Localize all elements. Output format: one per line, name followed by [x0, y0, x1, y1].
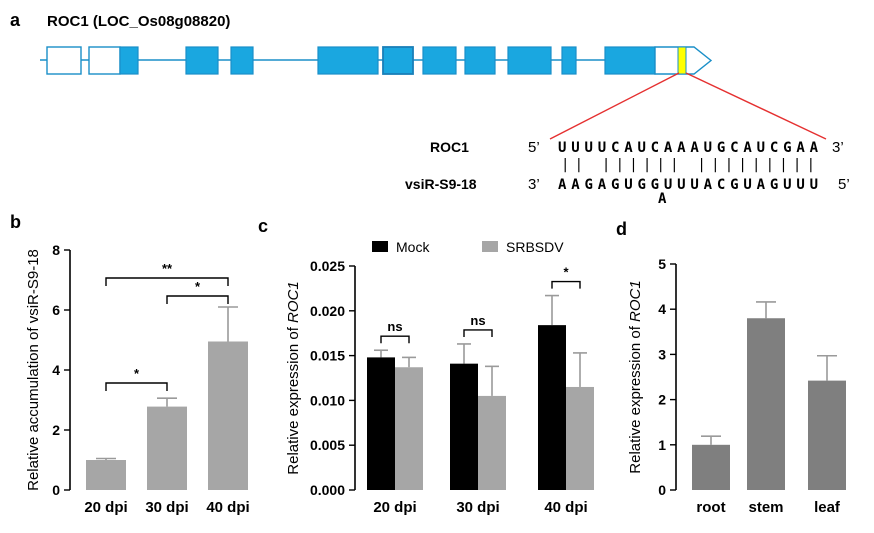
x-tick-label: root	[696, 499, 725, 516]
significance-label: *	[134, 366, 140, 381]
legend-swatch-mock	[372, 241, 388, 252]
y-tick-label: 3	[658, 346, 666, 362]
x-tick-label: 20 dpi	[84, 499, 127, 516]
x-tick-label: 30 dpi	[145, 499, 188, 516]
utr-box-2	[88, 46, 121, 75]
bar-srbsdv	[395, 367, 423, 490]
y-tick-label: 0.005	[310, 437, 345, 453]
x-tick-label: 40 dpi	[206, 499, 249, 516]
bar	[86, 460, 126, 490]
exon-6	[422, 46, 457, 75]
roc1-sequence: UUUUCAUCAAAUGCAUCGAA	[558, 140, 819, 156]
significance-label: **	[162, 261, 173, 276]
target-site	[677, 46, 687, 75]
x-tick-label: leaf	[814, 499, 841, 516]
x-tick-label: 30 dpi	[456, 499, 499, 516]
exon-1	[119, 46, 139, 75]
bar	[808, 380, 846, 490]
x-tick-label: 20 dpi	[373, 499, 416, 516]
bar-srbsdv	[566, 386, 594, 490]
y-tick-label: 8	[52, 242, 60, 258]
bar	[147, 406, 187, 490]
y-tick-label: 0	[52, 482, 60, 498]
gene-structure	[40, 46, 713, 75]
significance-bracket	[463, 329, 493, 337]
gene-title: ROC1 (LOC_Os08g08820)	[47, 13, 230, 30]
pairing-lines: || |||||| |||||||||	[561, 157, 815, 173]
x-tick-label: 40 dpi	[544, 499, 587, 516]
y-tick-label: 0.010	[310, 392, 345, 408]
y-tick-label: 0	[658, 482, 666, 498]
link-line-right	[685, 72, 827, 140]
y-tick-label: 2	[658, 392, 666, 408]
panel-a-letter: a	[10, 10, 21, 30]
chart-c: 0.000 0.005 0.010 0.015 0.020 0.025 20 dpi ns 30…	[285, 239, 594, 516]
y-tick-label: 4	[52, 362, 60, 378]
exon-7	[464, 46, 496, 75]
significance-label: *	[195, 279, 201, 294]
vsir-sequence: AAGAGUGGUUUACGUAGUUU	[558, 177, 818, 193]
y-axis-label: Relative accumulation of vsiR-S9-18	[25, 249, 42, 491]
exon-10	[604, 46, 656, 75]
y-axis-label-prefix: Relative expression of	[627, 322, 644, 474]
roc1-label: ROC1	[430, 139, 469, 155]
y-tick-label: 4	[658, 301, 666, 317]
panel-d-letter: d	[616, 219, 627, 239]
y-axis-label: Relative expression of ROC1	[285, 281, 302, 474]
bar	[747, 318, 785, 490]
vsir-3prime: 3’	[528, 176, 540, 193]
y-tick-label: 5	[658, 256, 666, 272]
roc1-5prime: 5’	[528, 139, 540, 156]
legend-swatch-srbsdv	[482, 241, 498, 252]
y-tick-label: 1	[658, 437, 666, 453]
vsir-5prime: 5’	[838, 176, 850, 193]
bar-srbsdv	[478, 395, 506, 490]
y-tick-label: 0.025	[310, 258, 345, 274]
significance-bracket	[105, 382, 168, 391]
y-axis-label: Relative expression of ROC1	[627, 280, 644, 473]
sequence-alignment: ROC1 5’ UUUUCAUCAAAUGCAUCGAA 3’ || |||||…	[405, 139, 850, 207]
y-axis-label-gene: ROC1	[627, 280, 644, 322]
bulge-base: A	[658, 191, 667, 207]
y-axis-label-prefix: Relative expression of	[285, 323, 302, 475]
y-axis-label-gene: ROC1	[285, 281, 302, 323]
y-tick-label: 0.020	[310, 303, 345, 319]
significance-bracket	[380, 335, 410, 344]
chart-d: 0 1 2 3 4 5 root stem leaf Relative expression of…	[627, 256, 846, 516]
bar-mock	[367, 357, 395, 490]
significance-bracket	[166, 295, 229, 304]
bar-mock	[450, 363, 478, 490]
bar-mock	[538, 325, 566, 490]
bar	[692, 444, 730, 490]
exon-3	[230, 46, 254, 75]
y-tick-label: 2	[52, 422, 60, 438]
roc1-3prime: 3’	[832, 139, 844, 156]
panel-c-letter: c	[258, 216, 268, 236]
exon-5	[382, 46, 414, 75]
significance-label: *	[563, 265, 569, 280]
legend-label-srbsdv: SRBSDV	[506, 239, 564, 255]
bar	[208, 341, 248, 490]
y-tick-label: 0.000	[310, 482, 345, 498]
significance-bracket	[105, 277, 229, 286]
exon-2	[185, 46, 219, 75]
panel-b-letter: b	[10, 212, 21, 232]
exon-4	[317, 46, 379, 75]
exon-9	[561, 46, 577, 75]
link-line-left	[549, 72, 680, 140]
utr-box-1	[46, 46, 82, 75]
significance-label: ns	[470, 313, 485, 328]
y-tick-label: 6	[52, 302, 60, 318]
significance-label: ns	[387, 319, 402, 334]
vsir-label: vsiR-S9-18	[405, 176, 477, 192]
exon-8	[507, 46, 552, 75]
x-tick-label: stem	[748, 499, 783, 516]
legend-label-mock: Mock	[396, 239, 430, 255]
significance-bracket	[551, 280, 581, 289]
y-tick-label: 0.015	[310, 348, 345, 364]
